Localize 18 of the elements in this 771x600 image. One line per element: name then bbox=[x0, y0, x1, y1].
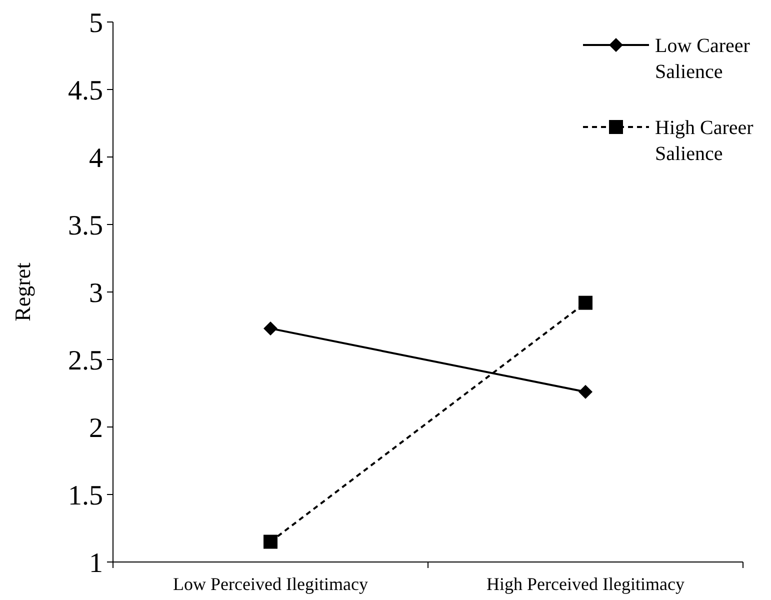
y-tick-label: 1.5 bbox=[68, 480, 103, 512]
y-tick-label: 4.5 bbox=[68, 75, 103, 106]
y-tick-label: 3 bbox=[89, 278, 103, 309]
legend-label: Low Career Salience bbox=[655, 35, 750, 83]
y-axis-title: Regret bbox=[10, 262, 35, 322]
y-tick-label: 4 bbox=[89, 142, 103, 174]
y-tick-label: 1 bbox=[89, 548, 103, 579]
point bbox=[578, 296, 592, 310]
point bbox=[264, 534, 278, 549]
x-tick-label: High Perceived Ilegitimacy bbox=[486, 574, 684, 594]
y-tick-label: 2 bbox=[89, 412, 103, 444]
y-tick-label: 3.5 bbox=[68, 210, 103, 242]
x-tick-label: Low Perceived Ilegitimacy bbox=[173, 574, 368, 594]
y-tick-label: 5 bbox=[89, 8, 103, 39]
y-tick-label: 2.5 bbox=[68, 345, 103, 376]
legend-label: High Career Salience bbox=[655, 117, 754, 165]
point bbox=[578, 384, 592, 399]
point bbox=[264, 321, 278, 336]
